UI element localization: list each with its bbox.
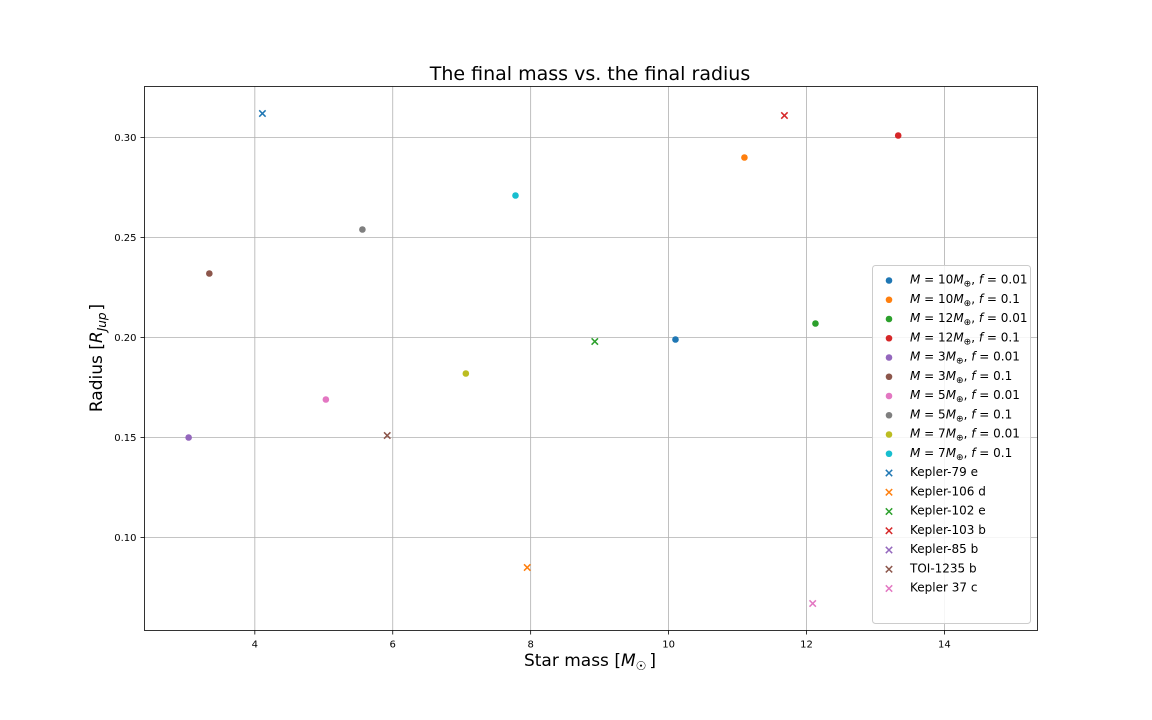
legend-label: M = 5M⊕, f = 0.1 [910,407,1012,424]
legend-marker [885,431,893,438]
legend-item: M = 3M⊕, f = 0.1 [885,369,1012,386]
legend-label: M = 10M⊕, f = 0.01 [910,273,1028,290]
legend-marker [885,584,893,593]
observed-planet-point [808,599,817,608]
legend-item: M = 12M⊕, f = 0.01 [885,311,1028,328]
legend-marker [885,469,893,477]
legend-label: TOI-1235 b [909,561,977,575]
observed-planet-point [523,563,531,572]
legend-item: Kepler-79 e [885,465,978,479]
legend-label: M = 3M⊕, f = 0.1 [910,369,1012,386]
legend-marker [885,507,893,516]
legend-marker [885,373,893,381]
y-tick-label: 0.30 [114,133,136,144]
legend-label: M = 7M⊕, f = 0.1 [910,446,1012,463]
axis-ticks: 4 6 8 10 12 14 0.10 0.15 0.20 0.25 0.30 [114,133,951,651]
legend-label: Kepler-106 d [910,484,986,498]
legend-marker [885,334,893,342]
legend-marker [885,392,893,400]
legend-marker [885,565,893,573]
legend-item: M = 5M⊕, f = 0.01 [885,388,1020,405]
x-tick-label: 4 [252,640,258,651]
legend-item: M = 7M⊕, f = 0.1 [885,446,1012,463]
legend-label: Kepler-85 b [910,542,978,556]
legend-marker [885,411,893,419]
data-point [359,226,366,233]
legend-item: M = 10M⊕, f = 0.1 [885,292,1020,309]
legend-box [872,265,1031,624]
observed-planet-point [383,431,391,440]
legend-label: Kepler-103 b [910,523,986,537]
legend-label: M = 3M⊕, f = 0.01 [910,350,1020,367]
y-tick-label: 0.15 [114,433,136,444]
legend-marker [885,546,893,554]
legend-label: M = 12M⊕, f = 0.01 [910,311,1028,328]
legend: M = 10M⊕, f = 0.01 M = 10M⊕, f = 0.1 M = 1… [872,265,1031,624]
y-tick-label: 0.10 [114,533,136,544]
legend-marker [885,315,893,323]
legend-marker [885,488,893,496]
legend-item: M = 10M⊕, f = 0.01 [885,273,1028,290]
data-point [741,154,748,161]
x-axis-label: Star mass [M☉] [524,651,656,673]
legend-item: Kepler-103 b [885,523,986,537]
observed-planet-point [780,111,789,120]
legend-label: Kepler 37 c [910,581,977,595]
legend-item: Kepler 37 c [885,581,977,595]
legend-marker [885,277,893,284]
data-point [512,192,519,199]
legend-label: Kepler-79 e [910,465,978,479]
legend-marker [885,527,893,535]
observed-planet-point [591,337,599,346]
legend-item: Kepler-106 d [885,484,986,498]
legend-label: M = 7M⊕, f = 0.01 [910,427,1020,444]
legend-label: M = 12M⊕, f = 0.1 [910,330,1020,347]
y-tick-label: 0.20 [114,333,136,344]
legend-marker [885,354,893,361]
legend-item: Kepler-85 b [885,542,978,556]
legend-item: M = 7M⊕, f = 0.01 [885,427,1020,444]
legend-item: M = 12M⊕, f = 0.1 [885,330,1020,347]
data-point [185,434,192,441]
x-tick-label: 6 [390,640,396,651]
data-point [206,270,213,277]
legend-label: Kepler-102 e [910,504,986,518]
legend-item: M = 3M⊕, f = 0.01 [885,350,1020,367]
data-point [672,336,679,343]
legend-item: TOI-1235 b [885,561,977,575]
observed-planet-point [258,109,267,118]
x-tick-label: 8 [527,640,533,651]
chart-title: The final mass vs. the final radius [429,63,751,85]
legend-label: M = 5M⊕, f = 0.01 [910,388,1020,405]
legend-marker [885,450,893,458]
legend-item: M = 5M⊕, f = 0.1 [885,407,1012,424]
x-tick-label: 12 [800,640,813,651]
legend-item: Kepler-102 e [885,504,986,518]
data-point [462,370,470,377]
data-point [894,132,902,139]
x-tick-label: 14 [938,640,951,651]
data-point [322,396,330,403]
plot-frame [144,86,1038,631]
legend-marker [885,296,893,304]
y-tick-label: 0.25 [114,233,136,244]
legend-label: M = 10M⊕, f = 0.1 [910,292,1020,309]
x-tick-label: 10 [662,640,675,651]
y-axis-label: Radius [RJup] [87,304,109,412]
data-point [812,320,819,327]
data-points [185,109,902,608]
